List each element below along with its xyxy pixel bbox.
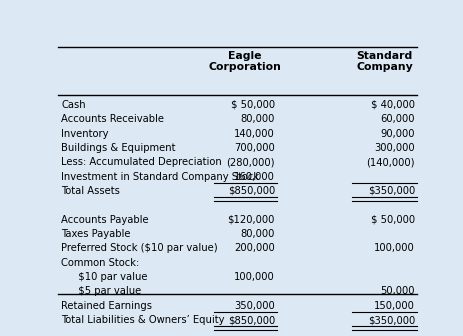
Text: 100,000: 100,000 <box>374 243 415 253</box>
Text: Inventory: Inventory <box>62 129 109 138</box>
Text: 90,000: 90,000 <box>381 129 415 138</box>
Text: Standard
Company: Standard Company <box>356 51 413 72</box>
Text: Retained Earnings: Retained Earnings <box>62 301 152 311</box>
Text: Accounts Receivable: Accounts Receivable <box>62 114 164 124</box>
Text: Preferred Stock ($10 par value): Preferred Stock ($10 par value) <box>62 243 218 253</box>
Text: Common Stock:: Common Stock: <box>62 258 140 268</box>
Text: 80,000: 80,000 <box>241 114 275 124</box>
Text: $ 50,000: $ 50,000 <box>371 215 415 225</box>
Text: $350,000: $350,000 <box>368 315 415 325</box>
Text: $850,000: $850,000 <box>228 186 275 196</box>
Text: 350,000: 350,000 <box>234 301 275 311</box>
Text: Total Assets: Total Assets <box>62 186 120 196</box>
Text: 50,000: 50,000 <box>381 287 415 296</box>
Text: Buildings & Equipment: Buildings & Equipment <box>62 143 176 153</box>
Text: $ 40,000: $ 40,000 <box>371 100 415 110</box>
Text: $10 par value: $10 par value <box>72 272 148 282</box>
Text: Total Liabilities & Owners’ Equity: Total Liabilities & Owners’ Equity <box>62 315 225 325</box>
Text: Cash: Cash <box>62 100 86 110</box>
Text: Accounts Payable: Accounts Payable <box>62 215 149 225</box>
Text: 60,000: 60,000 <box>381 114 415 124</box>
Text: Eagle
Corporation: Eagle Corporation <box>209 51 282 72</box>
Text: (280,000): (280,000) <box>226 157 275 167</box>
Text: 80,000: 80,000 <box>241 229 275 239</box>
Text: 150,000: 150,000 <box>374 301 415 311</box>
Text: 300,000: 300,000 <box>374 143 415 153</box>
Text: Taxes Payable: Taxes Payable <box>62 229 131 239</box>
Text: $120,000: $120,000 <box>228 215 275 225</box>
Text: 100,000: 100,000 <box>234 272 275 282</box>
Text: Investment in Standard Company Stock: Investment in Standard Company Stock <box>62 172 260 182</box>
Text: 200,000: 200,000 <box>234 243 275 253</box>
Text: $350,000: $350,000 <box>368 186 415 196</box>
Text: 700,000: 700,000 <box>234 143 275 153</box>
Text: 140,000: 140,000 <box>234 129 275 138</box>
Text: Less: Accumulated Depreciation: Less: Accumulated Depreciation <box>62 157 222 167</box>
Text: $5 par value: $5 par value <box>72 287 142 296</box>
Text: 160,000: 160,000 <box>234 172 275 182</box>
Text: (140,000): (140,000) <box>366 157 415 167</box>
Text: $850,000: $850,000 <box>228 315 275 325</box>
Text: $ 50,000: $ 50,000 <box>231 100 275 110</box>
